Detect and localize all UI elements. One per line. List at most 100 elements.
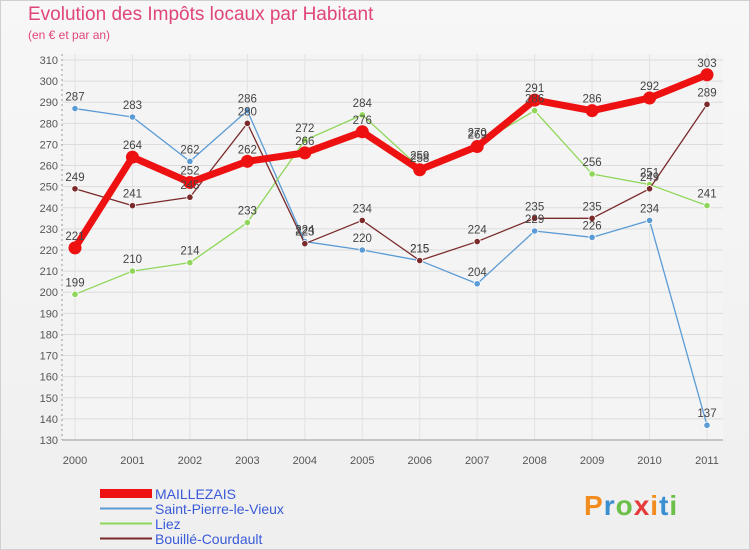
x-tick-label: 2004 (293, 455, 317, 467)
y-tick-label: 200 (40, 287, 58, 299)
x-tick-label: 2000 (63, 455, 87, 467)
legend-swatch-maillezais (100, 489, 152, 498)
data-label: 229 (525, 214, 544, 226)
chart-title: Evolution des Impôts locaux par Habitant (28, 4, 374, 25)
data-point (703, 100, 711, 108)
data-point (243, 107, 251, 115)
y-tick-label: 180 (40, 329, 58, 341)
y-tick-label: 260 (40, 161, 58, 173)
data-label: 266 (295, 136, 314, 148)
y-tick-label: 130 (40, 435, 58, 447)
data-point (531, 227, 539, 235)
data-label: 215 (410, 244, 429, 256)
data-label: 223 (295, 227, 314, 239)
data-point (183, 175, 197, 189)
x-tick-label: 2001 (120, 455, 144, 467)
y-tick-label: 250 (40, 182, 58, 194)
legend-item[interactable]: Liez (100, 515, 284, 532)
data-point (358, 216, 366, 225)
legend: MAILLEZAIS Saint-Pierre-le-Vieux Liez Bo… (100, 485, 284, 547)
data-point (68, 241, 82, 255)
data-label: 287 (65, 92, 84, 104)
data-label: 233 (238, 206, 257, 218)
data-label: 276 (353, 115, 372, 127)
y-tick-label: 300 (40, 76, 58, 88)
plot-area (62, 54, 723, 440)
legend-label: Liez (155, 515, 181, 532)
data-label: 292 (640, 81, 659, 93)
data-point (243, 119, 251, 127)
data-point (128, 202, 137, 210)
series-line (74, 103, 708, 262)
data-point (703, 202, 711, 210)
data-label: 234 (353, 203, 373, 215)
data-point (643, 91, 657, 105)
x-tick-label: 2011 (695, 455, 719, 467)
x-tick-label: 2007 (465, 455, 489, 467)
data-point (243, 218, 251, 227)
data-label: 258 (410, 153, 429, 165)
data-label: 249 (640, 172, 659, 184)
series-line (74, 110, 708, 295)
data-label: 137 (697, 408, 716, 420)
data-point (645, 185, 654, 193)
series-line (71, 71, 711, 252)
data-label: 270 (468, 127, 487, 139)
data-label: 286 (582, 94, 601, 106)
proxiti-logo: Proxiti (584, 490, 679, 521)
legend-label: MAILLEZAIS (155, 485, 236, 502)
data-point (585, 104, 599, 118)
data-label: 235 (525, 201, 544, 213)
data-label: 204 (468, 267, 488, 279)
chart-subtitle: (en € et par an) (28, 28, 111, 42)
data-point (186, 157, 194, 165)
y-tick-label: 140 (40, 414, 58, 426)
data-point (531, 107, 539, 115)
data-label: 251 (640, 168, 659, 180)
data-point (528, 93, 542, 107)
data-label: 259 (410, 151, 429, 163)
legend-item[interactable]: MAILLEZAIS (100, 485, 284, 502)
data-label: 280 (238, 106, 257, 118)
y-tick-label: 190 (40, 308, 58, 320)
y-tick-label: 150 (40, 393, 58, 405)
data-label: 235 (582, 201, 601, 213)
y-tick-label: 270 (40, 139, 58, 151)
data-point (473, 280, 481, 288)
data-label: 256 (582, 157, 601, 169)
data-point (703, 421, 711, 429)
data-label: 264 (123, 140, 143, 152)
data-label: 262 (180, 144, 199, 156)
y-tick-label: 290 (40, 97, 58, 109)
y-tick-label: 240 (40, 203, 58, 215)
data-label: 291 (525, 83, 544, 95)
data-label: 286 (238, 94, 257, 106)
legend-swatch-saint-pierre (100, 507, 152, 510)
data-label: 289 (697, 87, 716, 99)
data-label: 220 (353, 233, 372, 245)
data-point (470, 140, 484, 154)
data-label: 272 (295, 123, 314, 135)
legend-label: Saint-Pierre-le-Vieux (155, 500, 284, 517)
y-tick-label: 210 (40, 266, 58, 278)
x-tick-label: 2003 (235, 455, 259, 467)
data-point (301, 240, 309, 248)
data-label: 226 (582, 220, 601, 232)
legend-item[interactable]: Bouillé-Courdault (100, 530, 284, 547)
data-label: 249 (65, 172, 84, 184)
data-point (298, 146, 312, 160)
data-label: 283 (123, 100, 142, 112)
x-tick-label: 2010 (637, 455, 661, 467)
y-tick-label: 160 (40, 372, 58, 384)
data-point (240, 154, 254, 168)
x-tick-label: 2009 (580, 455, 604, 467)
legend-label: Bouillé-Courdault (155, 530, 263, 547)
y-tick-label: 310 (40, 55, 58, 67)
data-label: 245 (180, 180, 199, 192)
data-label: 199 (65, 277, 84, 289)
data-point (358, 111, 366, 119)
data-point (186, 259, 194, 267)
data-label: 214 (180, 246, 200, 258)
legend-item[interactable]: Saint-Pierre-le-Vieux (100, 500, 284, 517)
